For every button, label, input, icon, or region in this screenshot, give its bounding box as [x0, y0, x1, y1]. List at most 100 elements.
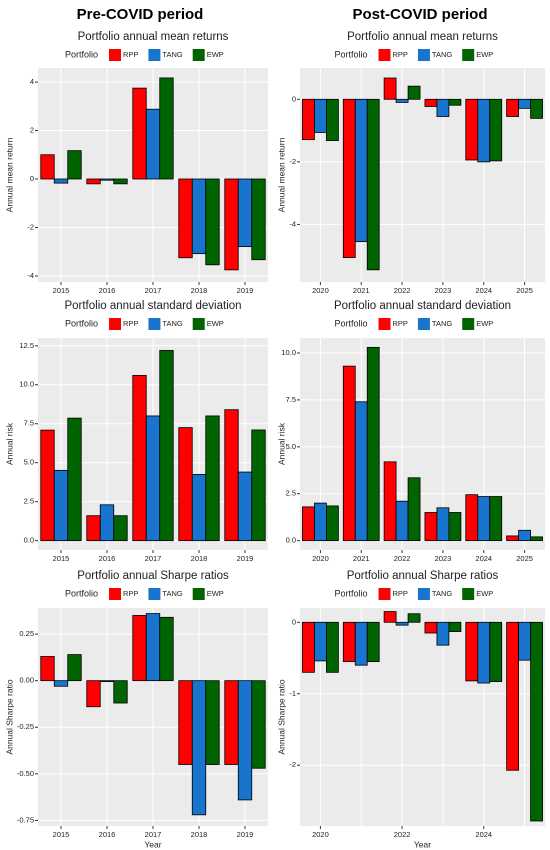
column-header: Post-COVID period: [352, 6, 487, 23]
legend-title: Portfolio: [335, 318, 368, 328]
bar: [40, 656, 55, 682]
plot-panel: [300, 608, 545, 826]
y-tick-label: -4: [289, 219, 296, 228]
bar: [448, 512, 462, 542]
y-tick-label: -1: [289, 689, 296, 698]
x-tick-label: 2019: [237, 830, 254, 839]
x-tick-label: 2018: [191, 554, 208, 563]
x-tick-label: 2015: [53, 554, 70, 563]
legend-label: RPP: [123, 50, 138, 59]
legend-label: EWP: [476, 589, 493, 598]
bar: [132, 375, 147, 542]
x-tick-label: 2022: [394, 830, 411, 839]
y-tick-label: -0.25: [17, 722, 34, 731]
legend-key: [148, 49, 161, 61]
bar: [99, 178, 115, 181]
x-tick-label: 2019: [237, 554, 254, 563]
bar: [424, 621, 438, 634]
x-tick-label: 2016: [99, 830, 116, 839]
bar: [326, 98, 339, 141]
bar: [145, 108, 161, 180]
bar: [159, 77, 174, 180]
bar: [518, 621, 531, 661]
y-tick-label: 0.0: [286, 536, 296, 545]
legend-key: [417, 318, 430, 330]
bar: [530, 98, 543, 119]
legend-title: Portfolio: [335, 588, 368, 598]
bar: [436, 507, 450, 542]
bar: [86, 680, 101, 708]
y-axis-label: Annual risk: [4, 422, 14, 465]
bar: [251, 680, 266, 769]
x-tick-label: 2017: [145, 554, 162, 563]
legend-label: EWP: [476, 50, 493, 59]
bar: [354, 401, 368, 542]
legend-label: EWP: [207, 589, 224, 598]
bar: [530, 621, 543, 822]
bar: [424, 512, 438, 542]
bar: [477, 621, 491, 684]
x-tick-label: 2020: [312, 286, 329, 295]
bar: [237, 471, 253, 542]
bar: [477, 98, 491, 163]
y-tick-label: 0: [292, 94, 296, 103]
bar: [530, 536, 543, 542]
bar: [395, 500, 409, 542]
bar: [191, 178, 207, 255]
bar: [145, 613, 161, 682]
bar: [518, 529, 531, 542]
bar: [465, 621, 479, 682]
x-tick-label: 2022: [394, 554, 411, 563]
y-tick-label: 0: [30, 174, 34, 183]
bar: [407, 613, 421, 623]
legend-key: [462, 588, 475, 600]
legend-label: RPP: [393, 50, 408, 59]
bar: [224, 178, 239, 271]
legend-key: [462, 318, 475, 330]
bar: [448, 621, 462, 632]
legend-label: RPP: [123, 319, 138, 328]
bar: [86, 515, 101, 542]
x-axis-label: Year: [144, 839, 161, 849]
legend-title: Portfolio: [65, 318, 98, 328]
legend-label: TANG: [162, 319, 182, 328]
bar: [205, 680, 220, 765]
bar: [383, 611, 397, 623]
bar: [67, 654, 82, 682]
bar: [205, 178, 220, 266]
column-header: Pre-COVID period: [77, 6, 204, 23]
bar: [132, 87, 147, 180]
plot-panel: [300, 338, 545, 550]
chart-title: Portfolio annual mean returns: [347, 31, 498, 43]
legend-label: TANG: [432, 319, 452, 328]
bar: [465, 98, 479, 161]
y-tick-label: 5.0: [24, 458, 34, 467]
y-tick-label: 2.5: [24, 497, 34, 506]
bar: [489, 98, 503, 162]
bar: [302, 98, 315, 141]
x-tick-label: 2025: [516, 554, 533, 563]
y-axis-label: Annual risk: [276, 422, 286, 465]
y-tick-label: 4: [30, 77, 34, 86]
y-axis-label: Annual mean return: [276, 137, 286, 212]
bar: [251, 178, 266, 261]
x-tick-label: 2020: [312, 830, 329, 839]
bar: [506, 621, 519, 771]
legend-key: [417, 588, 430, 600]
chart-title: Portfolio annual Sharpe ratios: [77, 570, 229, 582]
y-tick-label: -4: [27, 271, 34, 280]
bar: [178, 427, 193, 542]
legend-label: EWP: [476, 319, 493, 328]
y-tick-label: 10.0: [281, 348, 296, 357]
bar: [159, 350, 174, 542]
bar: [342, 98, 356, 258]
x-tick-label: 2021: [353, 286, 370, 295]
bar: [159, 616, 174, 682]
bar: [40, 429, 55, 542]
bar: [224, 409, 239, 542]
legend-label: TANG: [162, 50, 182, 59]
bar: [237, 178, 253, 248]
legend-key: [148, 318, 161, 330]
x-tick-label: 2020: [312, 554, 329, 563]
bar: [465, 494, 479, 542]
